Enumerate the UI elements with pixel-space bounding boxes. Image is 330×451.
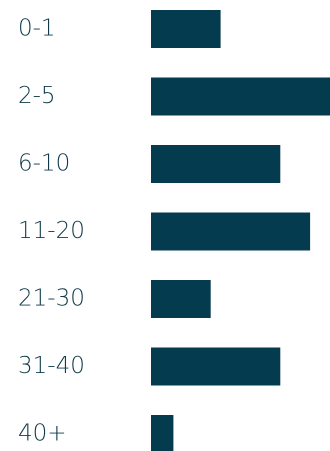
category-labels: 0-1 2-5 6-10 11-20 21-30 31-40 40+: [18, 16, 85, 447]
bars: [151, 10, 330, 451]
category-label-4: 21-30: [18, 286, 85, 312]
bar-3: [151, 212, 311, 251]
bar-5: [151, 347, 281, 386]
category-label-0: 0-1: [18, 16, 56, 42]
bar-2: [151, 145, 281, 183]
bar-6: [151, 415, 174, 451]
bar-4: [151, 280, 211, 318]
category-label-6: 40+: [18, 421, 67, 447]
category-label-1: 2-5: [18, 83, 56, 109]
bar-1: [151, 77, 330, 116]
category-label-5: 31-40: [18, 353, 85, 379]
category-label-3: 11-20: [18, 218, 85, 244]
bar-0: [151, 10, 221, 48]
category-label-2: 6-10: [18, 151, 70, 177]
